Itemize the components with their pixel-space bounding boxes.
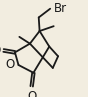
Text: O: O (0, 44, 1, 57)
Text: Br: Br (54, 2, 67, 15)
Text: O: O (27, 90, 36, 97)
Text: O: O (6, 58, 15, 71)
